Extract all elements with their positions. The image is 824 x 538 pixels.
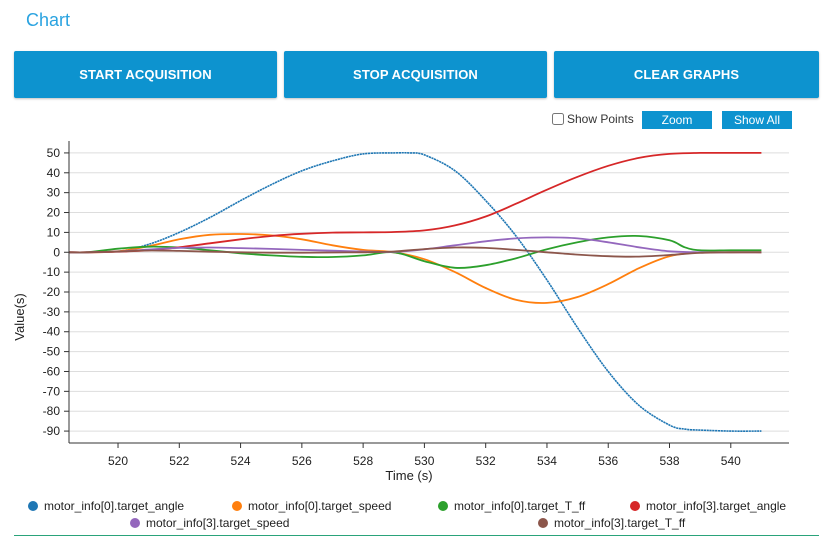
show-points-control[interactable]: Show Points: [552, 112, 634, 126]
y-tick-label: -50: [43, 345, 61, 359]
x-tick-label: 522: [169, 454, 189, 468]
legend-label: motor_info[3].target_speed: [146, 516, 290, 530]
legend-label: motor_info[3].target_T_ff: [554, 516, 686, 530]
y-tick-label: -80: [43, 404, 61, 418]
y-tick-label: 10: [47, 225, 61, 239]
x-tick-label: 540: [721, 454, 741, 468]
legend-label: motor_info[0].target_T_ff: [454, 499, 586, 513]
legend-item[interactable]: motor_info[3].target_angle: [630, 499, 786, 513]
legend-dot-icon: [232, 501, 242, 511]
y-tick-label: -10: [43, 265, 61, 279]
chart-legend: motor_info[0].target_angle motor_info[0].…: [0, 495, 824, 533]
legend-item[interactable]: motor_info[3].target_speed: [130, 516, 289, 530]
legend-label: motor_info[0].target_speed: [248, 499, 392, 513]
zoom-button[interactable]: Zoom: [642, 111, 712, 129]
x-tick-label: 530: [414, 454, 434, 468]
legend-item[interactable]: motor_info[3].target_T_ff: [538, 516, 685, 530]
x-tick-label: 526: [292, 454, 312, 468]
series-line-5: [68, 246, 762, 258]
acquisition-toolbar: START ACQUISITION STOP ACQUISITION CLEAR…: [14, 51, 819, 99]
legend-label: motor_info[3].target_angle: [646, 499, 787, 513]
series-line-0: [68, 151, 762, 432]
y-tick-label: 30: [47, 186, 61, 200]
x-tick-label: 524: [231, 454, 251, 468]
legend-item[interactable]: motor_info[0].target_angle: [28, 499, 184, 513]
start-acquisition-button[interactable]: START ACQUISITION: [14, 51, 277, 98]
line-chart[interactable]: 50 40 30 20 10 0 -10 -20 -30 -40 -50 -60 -70 -80 -90 5…: [0, 130, 824, 495]
x-tick-label: 520: [108, 454, 128, 468]
bottom-divider: [14, 535, 819, 536]
x-tick-label: 538: [659, 454, 679, 468]
x-tick-label: 534: [537, 454, 557, 468]
x-axis-label: Time (s): [385, 468, 432, 483]
legend-item[interactable]: motor_info[0].target_speed: [232, 499, 391, 513]
legend-dot-icon: [630, 501, 640, 511]
y-tick-label: -70: [43, 384, 61, 398]
legend-label: motor_info[0].target_angle: [44, 499, 185, 513]
legend-item[interactable]: motor_info[0].target_T_ff: [438, 499, 585, 513]
legend-dot-icon: [538, 518, 548, 528]
y-tick-label: 20: [47, 206, 61, 220]
show-points-label: Show Points: [567, 112, 634, 126]
y-tick-label: 40: [47, 166, 61, 180]
chart-grid: [69, 152, 789, 432]
clear-graphs-button[interactable]: CLEAR GRAPHS: [554, 51, 819, 98]
legend-dot-icon: [438, 501, 448, 511]
y-axis-label: Value(s): [12, 293, 27, 340]
stop-acquisition-button[interactable]: STOP ACQUISITION: [284, 51, 547, 98]
legend-dot-icon: [28, 501, 38, 511]
y-tick-label: -90: [43, 424, 61, 438]
y-tick-label: -60: [43, 364, 61, 378]
x-tick-label: 536: [598, 454, 618, 468]
chart-series: [68, 151, 762, 432]
y-tick-label: -40: [43, 325, 61, 339]
page-title: Chart: [26, 10, 71, 30]
legend-dot-icon: [130, 518, 140, 528]
y-tick-label: 50: [47, 146, 61, 160]
show-all-button[interactable]: Show All: [722, 111, 792, 129]
y-tick-label: -20: [43, 285, 61, 299]
x-tick-label: 528: [353, 454, 373, 468]
y-tick-label: -30: [43, 305, 61, 319]
y-axis-ticks: 50 40 30 20 10 0 -10 -20 -30 -40 -50 -60 -70 -80 -90: [43, 146, 69, 438]
show-points-checkbox[interactable]: [552, 113, 564, 125]
y-tick-label: 0: [53, 245, 60, 259]
x-axis-ticks: 520 522 524 526 528 530 532 534 536 538 540: [108, 443, 741, 468]
series-line-1: [68, 233, 762, 304]
x-tick-label: 532: [476, 454, 496, 468]
